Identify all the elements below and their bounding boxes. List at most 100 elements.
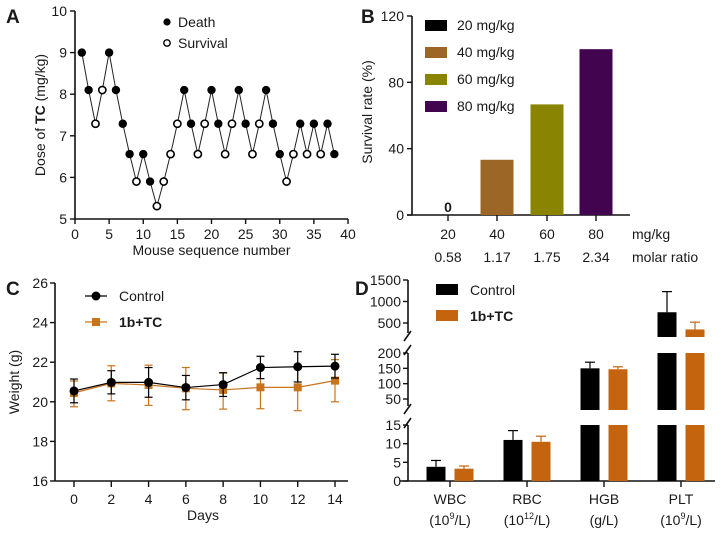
- death-point: [180, 85, 189, 95]
- x-tick-unit: (1012/L): [504, 511, 551, 528]
- axis-break-upper: [403, 344, 412, 356]
- y-tick-label: 24: [32, 315, 48, 331]
- death-point: [111, 85, 121, 95]
- x-tick-label-mgkg: 80: [588, 226, 604, 242]
- data-label: 0: [444, 199, 452, 215]
- death-point: [145, 177, 155, 186]
- x-tick-label: PLT: [669, 491, 694, 507]
- survival-point: [200, 119, 210, 129]
- death-point: [268, 119, 278, 128]
- legend-death-marker: [163, 18, 171, 26]
- panel-label-d: D: [355, 279, 369, 300]
- survival-point: [282, 177, 291, 186]
- survival-point: [132, 177, 141, 186]
- x-tick-label: 35: [306, 226, 322, 242]
- bar-Control-HGB: [580, 425, 600, 481]
- bar-80: [579, 49, 613, 215]
- unit-tail: /L): [534, 512, 550, 528]
- y-title-prefix: Dose of: [32, 124, 48, 176]
- axis-break-lower: [403, 417, 412, 429]
- bar-Control-PLT: [657, 425, 677, 481]
- x-tick-label: 6: [182, 491, 190, 507]
- data-point: [218, 380, 228, 390]
- legend-control-swatch: [436, 284, 458, 295]
- y-axis-title: Survival rate (%): [359, 60, 375, 163]
- data-point: [256, 383, 265, 392]
- data-point: [293, 362, 303, 372]
- x-tick-label: HGB: [589, 491, 619, 507]
- series-line: [73, 365, 336, 392]
- legend-swatch: [425, 47, 447, 58]
- death-point: [214, 119, 223, 128]
- x-tick-label: 0: [71, 226, 79, 242]
- bar-Control-PLT: [657, 353, 677, 410]
- y-tick-label: 50: [385, 391, 401, 407]
- death-point: [84, 85, 93, 95]
- y-axis-title: Dose of TC (mg/kg): [32, 54, 48, 176]
- x-tick-label: 15: [170, 226, 186, 242]
- unit-label-molar: molar ratio: [632, 249, 698, 265]
- y-tick-label: 120: [381, 8, 405, 24]
- death-point: [296, 119, 305, 128]
- x-tick-label: 20: [204, 226, 220, 242]
- y-title-bold: TC: [32, 105, 48, 124]
- bar-1b+TC-RBC: [531, 441, 551, 481]
- death-point: [234, 85, 243, 95]
- x-tick-label: 4: [145, 491, 153, 507]
- legend-label: 20 mg/kg: [457, 17, 515, 33]
- y-tick-label: 200: [378, 345, 402, 361]
- axis-break-lower: [403, 403, 412, 415]
- unit-base: (10: [504, 512, 524, 528]
- data-point: [255, 363, 265, 373]
- y-tick-label: 9: [59, 45, 67, 61]
- death-point: [275, 149, 284, 159]
- bar-Control-RBC: [503, 439, 523, 481]
- survival-point: [248, 149, 257, 159]
- y-tick-label: 20: [32, 394, 48, 410]
- panel-label-b: B: [361, 7, 375, 28]
- y-title-suffix: (mg/kg): [32, 54, 48, 105]
- data-point: [106, 377, 116, 387]
- y-tick-label: 22: [32, 354, 48, 370]
- y-tick-label: 10: [385, 436, 401, 452]
- survival-point: [316, 149, 326, 159]
- legend-treated-label: 1b+TC: [119, 314, 162, 330]
- survival-point: [172, 119, 182, 129]
- data-point: [144, 377, 154, 387]
- x-tick-label: RBC: [512, 491, 542, 507]
- panel-label-c: C: [6, 279, 20, 300]
- legend-control-label: Control: [470, 282, 515, 298]
- y-axis-title: Weight (g): [6, 350, 22, 414]
- bar-1b+TC-PLT: [685, 353, 705, 410]
- x-axis-title: Days: [187, 507, 219, 523]
- death-point: [207, 85, 216, 95]
- bar-1b+TC-WBC: [454, 468, 474, 481]
- bar-1b+TC-HGB: [608, 425, 628, 481]
- unit-label-mgkg: mg/kg: [632, 226, 670, 242]
- x-tick-label: 12: [290, 491, 306, 507]
- panel-b: B 0 40 80 120 Survival rate (%) 20 0.58 0 40 1.17 6…: [359, 7, 698, 265]
- y-tick-label: 1000: [370, 294, 401, 310]
- x-tick-label: 40: [340, 226, 356, 242]
- bar-1b+TC-PLT: [685, 329, 705, 337]
- legend-survival-marker: [163, 39, 171, 47]
- y-tick-label: 100: [378, 376, 402, 392]
- y-tick-label: 7: [59, 128, 67, 144]
- x-tick-label-mgkg: 60: [539, 226, 555, 242]
- legend-treated-marker: [92, 318, 100, 326]
- legend-swatch: [425, 74, 447, 85]
- legend-control-marker: [91, 291, 101, 301]
- bar-1b+TC-HGB: [608, 369, 628, 410]
- x-tick-label: 14: [327, 491, 343, 507]
- data-point: [331, 376, 339, 385]
- panel-d: D0510155010015020050010001500WBC(109/L)R…: [355, 272, 715, 528]
- survival-point: [227, 119, 237, 129]
- y-tick-label: 8: [59, 86, 67, 102]
- legend-death-label: Death: [178, 14, 215, 30]
- legend-treated-swatch: [436, 310, 458, 321]
- death-point: [323, 119, 332, 128]
- y-tick-label: 500: [378, 315, 402, 331]
- panel-label-a: A: [6, 7, 20, 28]
- death-point: [139, 149, 148, 159]
